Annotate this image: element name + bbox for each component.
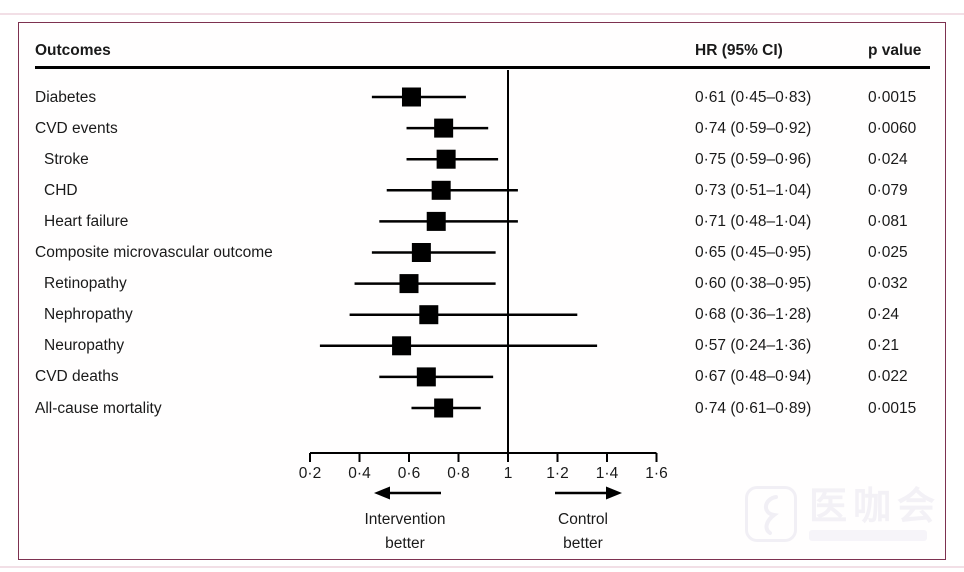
column-header-outcomes: Outcomes xyxy=(35,42,111,59)
hr-ci-value: 0·57 (0·24–1·36) xyxy=(695,337,812,355)
outcome-label: Neuropathy xyxy=(44,337,125,355)
p-value: 0·025 xyxy=(868,244,908,261)
watermark-glyph xyxy=(764,495,779,535)
page-divider-top xyxy=(0,13,964,15)
p-value: 0·0015 xyxy=(868,88,917,106)
outcome-label: Heart failure xyxy=(44,212,129,230)
outcome-label: Nephropathy xyxy=(44,306,133,324)
hr-ci-value: 0·75 (0·59–0·96) xyxy=(695,150,812,168)
watermark-right: 医咖会 xyxy=(809,486,941,541)
p-value: 0·0060 xyxy=(868,119,917,137)
outcome-label: CVD deaths xyxy=(35,368,119,386)
p-value: 0·079 xyxy=(868,181,908,199)
header-rule xyxy=(35,66,930,69)
p-value: 0·022 xyxy=(868,368,908,386)
hr-ci-value: 0·73 (0·51–1·04) xyxy=(695,181,812,199)
watermark-logo-icon xyxy=(745,486,797,542)
p-value: 0·21 xyxy=(868,337,900,355)
forest-plot-frame xyxy=(18,22,946,560)
p-value: 0·24 xyxy=(868,306,900,324)
hr-ci-value: 0·71 (0·48–1·04) xyxy=(695,212,812,230)
p-value: 0·0015 xyxy=(868,399,917,417)
outcome-label: Stroke xyxy=(44,150,89,168)
outcome-label: CVD events xyxy=(35,119,118,137)
outcome-label: Composite microvascular outcome xyxy=(35,244,273,261)
column-header-p-value: p value xyxy=(868,42,922,59)
column-header-hr-ci: HR (95% CI) xyxy=(695,42,783,59)
outcome-label: Diabetes xyxy=(35,88,97,106)
hr-ci-value: 0·74 (0·61–0·89) xyxy=(695,399,812,417)
hr-ci-value: 0·74 (0·59–0·92) xyxy=(695,119,812,137)
outcome-label: All-cause mortality xyxy=(35,399,162,417)
hr-ci-value: 0·68 (0·36–1·28) xyxy=(695,306,812,324)
watermark-subtext-blur xyxy=(809,530,927,541)
outcome-label: Retinopathy xyxy=(44,275,127,293)
hr-ci-value: 0·65 (0·45–0·95) xyxy=(695,244,812,261)
p-value: 0·032 xyxy=(868,275,908,293)
hr-ci-value: 0·67 (0·48–0·94) xyxy=(695,368,812,386)
page-divider-bottom xyxy=(0,566,964,568)
hr-ci-value: 0·61 (0·45–0·83) xyxy=(695,88,812,106)
outcome-label: CHD xyxy=(44,181,78,199)
p-value: 0·024 xyxy=(868,150,908,168)
hr-ci-value: 0·60 (0·38–0·95) xyxy=(695,275,812,293)
watermark: 医咖会 xyxy=(745,486,941,542)
p-value: 0·081 xyxy=(868,212,908,230)
watermark-text: 医咖会 xyxy=(809,486,942,528)
